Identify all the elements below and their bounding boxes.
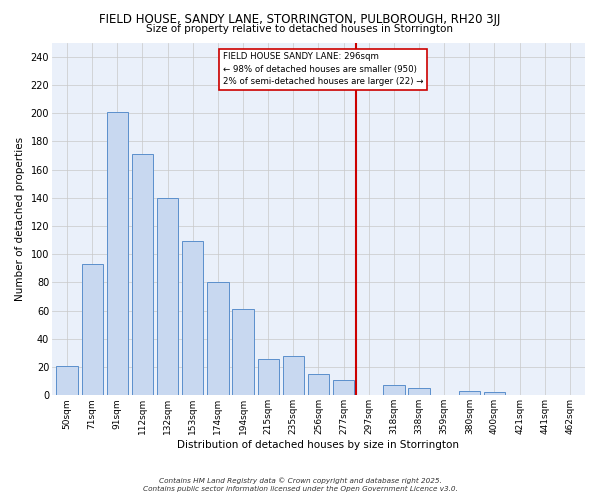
Bar xyxy=(132,154,153,396)
Y-axis label: Number of detached properties: Number of detached properties xyxy=(15,137,25,301)
Bar xyxy=(56,366,78,396)
Bar xyxy=(484,392,505,396)
Text: FIELD HOUSE, SANDY LANE, STORRINGTON, PULBOROUGH, RH20 3JJ: FIELD HOUSE, SANDY LANE, STORRINGTON, PU… xyxy=(100,12,500,26)
Text: Size of property relative to detached houses in Storrington: Size of property relative to detached ho… xyxy=(146,24,454,34)
X-axis label: Distribution of detached houses by size in Storrington: Distribution of detached houses by size … xyxy=(178,440,460,450)
Text: Contains HM Land Registry data © Crown copyright and database right 2025.
Contai: Contains HM Land Registry data © Crown c… xyxy=(143,477,457,492)
Text: FIELD HOUSE SANDY LANE: 296sqm
← 98% of detached houses are smaller (950)
2% of : FIELD HOUSE SANDY LANE: 296sqm ← 98% of … xyxy=(223,52,424,86)
Bar xyxy=(383,386,404,396)
Bar xyxy=(157,198,178,396)
Bar xyxy=(107,112,128,396)
Bar xyxy=(458,391,480,396)
Bar xyxy=(257,358,279,396)
Bar xyxy=(283,356,304,396)
Bar xyxy=(308,374,329,396)
Bar xyxy=(409,388,430,396)
Bar xyxy=(232,309,254,396)
Bar xyxy=(207,282,229,396)
Bar xyxy=(333,380,355,396)
Bar xyxy=(182,242,203,396)
Bar xyxy=(82,264,103,396)
